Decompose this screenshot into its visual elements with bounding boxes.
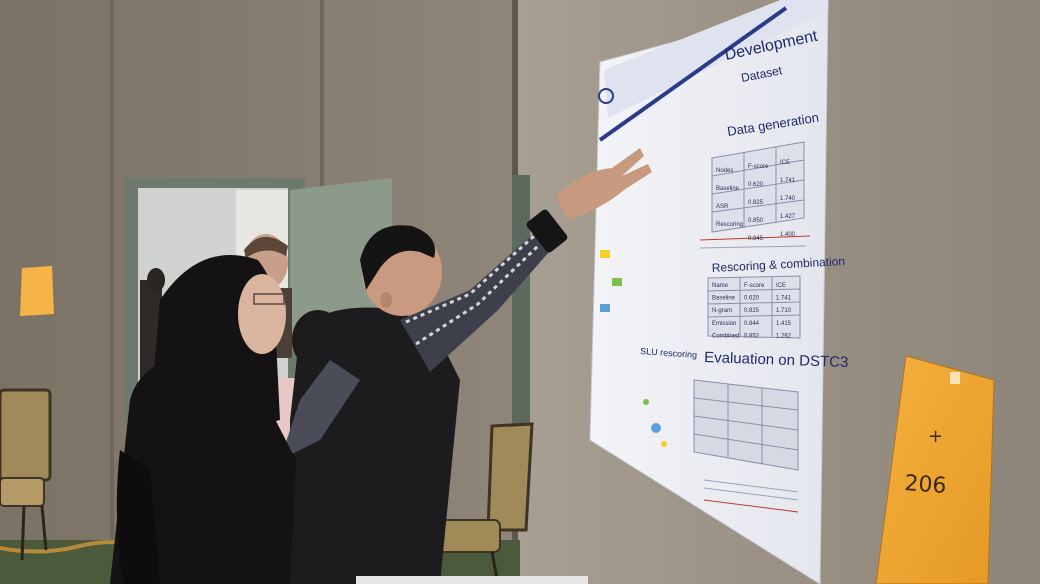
rescoring-table bbox=[707, 275, 801, 339]
data-generation-table-cell: ASR bbox=[716, 204, 729, 210]
rescoring-table-cell: Emission bbox=[712, 321, 736, 327]
chair-seat bbox=[0, 477, 45, 507]
rescoring-table-cell: 0.844 bbox=[744, 321, 760, 327]
data-generation-table-header: ICE bbox=[780, 160, 790, 166]
university-logo bbox=[598, 88, 614, 104]
rescoring-table-cell: F-score bbox=[744, 283, 765, 289]
rescoring-table-cell: ICE bbox=[776, 283, 786, 289]
heading-rescoring: Rescoring & combination bbox=[711, 254, 845, 275]
chair-leg bbox=[20, 505, 26, 561]
data-generation-table-header: F-score bbox=[748, 164, 769, 170]
open-door bbox=[290, 178, 392, 335]
data-generation-table-cell: 1.740 bbox=[780, 196, 796, 202]
chair-leg bbox=[40, 505, 48, 551]
rescoring-table-cell: Combined bbox=[712, 333, 739, 339]
rescoring-table-cell: 0.620 bbox=[744, 296, 760, 302]
poster-header-rule bbox=[598, 6, 788, 142]
rescoring-table-cell: 1.710 bbox=[776, 308, 792, 314]
rescoring-table-cell: Name bbox=[712, 283, 729, 289]
rescoring-table-cell: 1.415 bbox=[776, 321, 792, 327]
rescoring-table-cell: 1.741 bbox=[776, 296, 792, 302]
data-generation-table-cell: 1.400 bbox=[780, 232, 796, 238]
evaluation-table bbox=[693, 379, 799, 471]
data-generation-table bbox=[711, 141, 805, 233]
envelope-number: 206 bbox=[904, 471, 948, 499]
data-generation-table-header: Nodes bbox=[716, 168, 733, 174]
wall-seam bbox=[110, 0, 114, 560]
chair-back bbox=[486, 422, 534, 532]
rescoring-table-cell: N-gram bbox=[712, 308, 732, 314]
data-generation-table-cell: 1.741 bbox=[780, 178, 796, 184]
poster-annotations bbox=[600, 235, 811, 513]
person-woman-foreground bbox=[110, 255, 296, 584]
data-generation-table-cell: 0.845 bbox=[748, 236, 764, 242]
rescoring-table-cell: Baseline bbox=[712, 296, 736, 302]
rescoring-table-cell: 0.852 bbox=[744, 333, 760, 339]
heading-slu-rescoring: SLU rescoring bbox=[640, 346, 698, 360]
data-generation-table-cell: 0.850 bbox=[748, 218, 764, 224]
data-generation-table-cell: 1.427 bbox=[780, 214, 796, 220]
rescoring-table-cell: 1.262 bbox=[776, 333, 792, 339]
person-man-pointing bbox=[280, 148, 652, 584]
table-edge bbox=[356, 576, 588, 584]
right-door-frame bbox=[512, 175, 530, 435]
sticky-note bbox=[20, 266, 54, 316]
chair-back bbox=[0, 388, 52, 482]
rescoring-table-cell: 0.825 bbox=[744, 308, 760, 314]
data-generation-table-cell: Rescoring bbox=[716, 222, 743, 228]
data-generation-table-cell: Baseline bbox=[716, 186, 740, 192]
data-generation-table-cell: 0.620 bbox=[748, 182, 764, 188]
data-generation-table-cell: 0.825 bbox=[748, 200, 764, 206]
envelope-clasp bbox=[950, 372, 960, 384]
envelope bbox=[875, 355, 995, 584]
envelope-mark: + bbox=[928, 426, 943, 447]
heading-evaluation: Evaluation on DSTC3 bbox=[704, 349, 849, 371]
